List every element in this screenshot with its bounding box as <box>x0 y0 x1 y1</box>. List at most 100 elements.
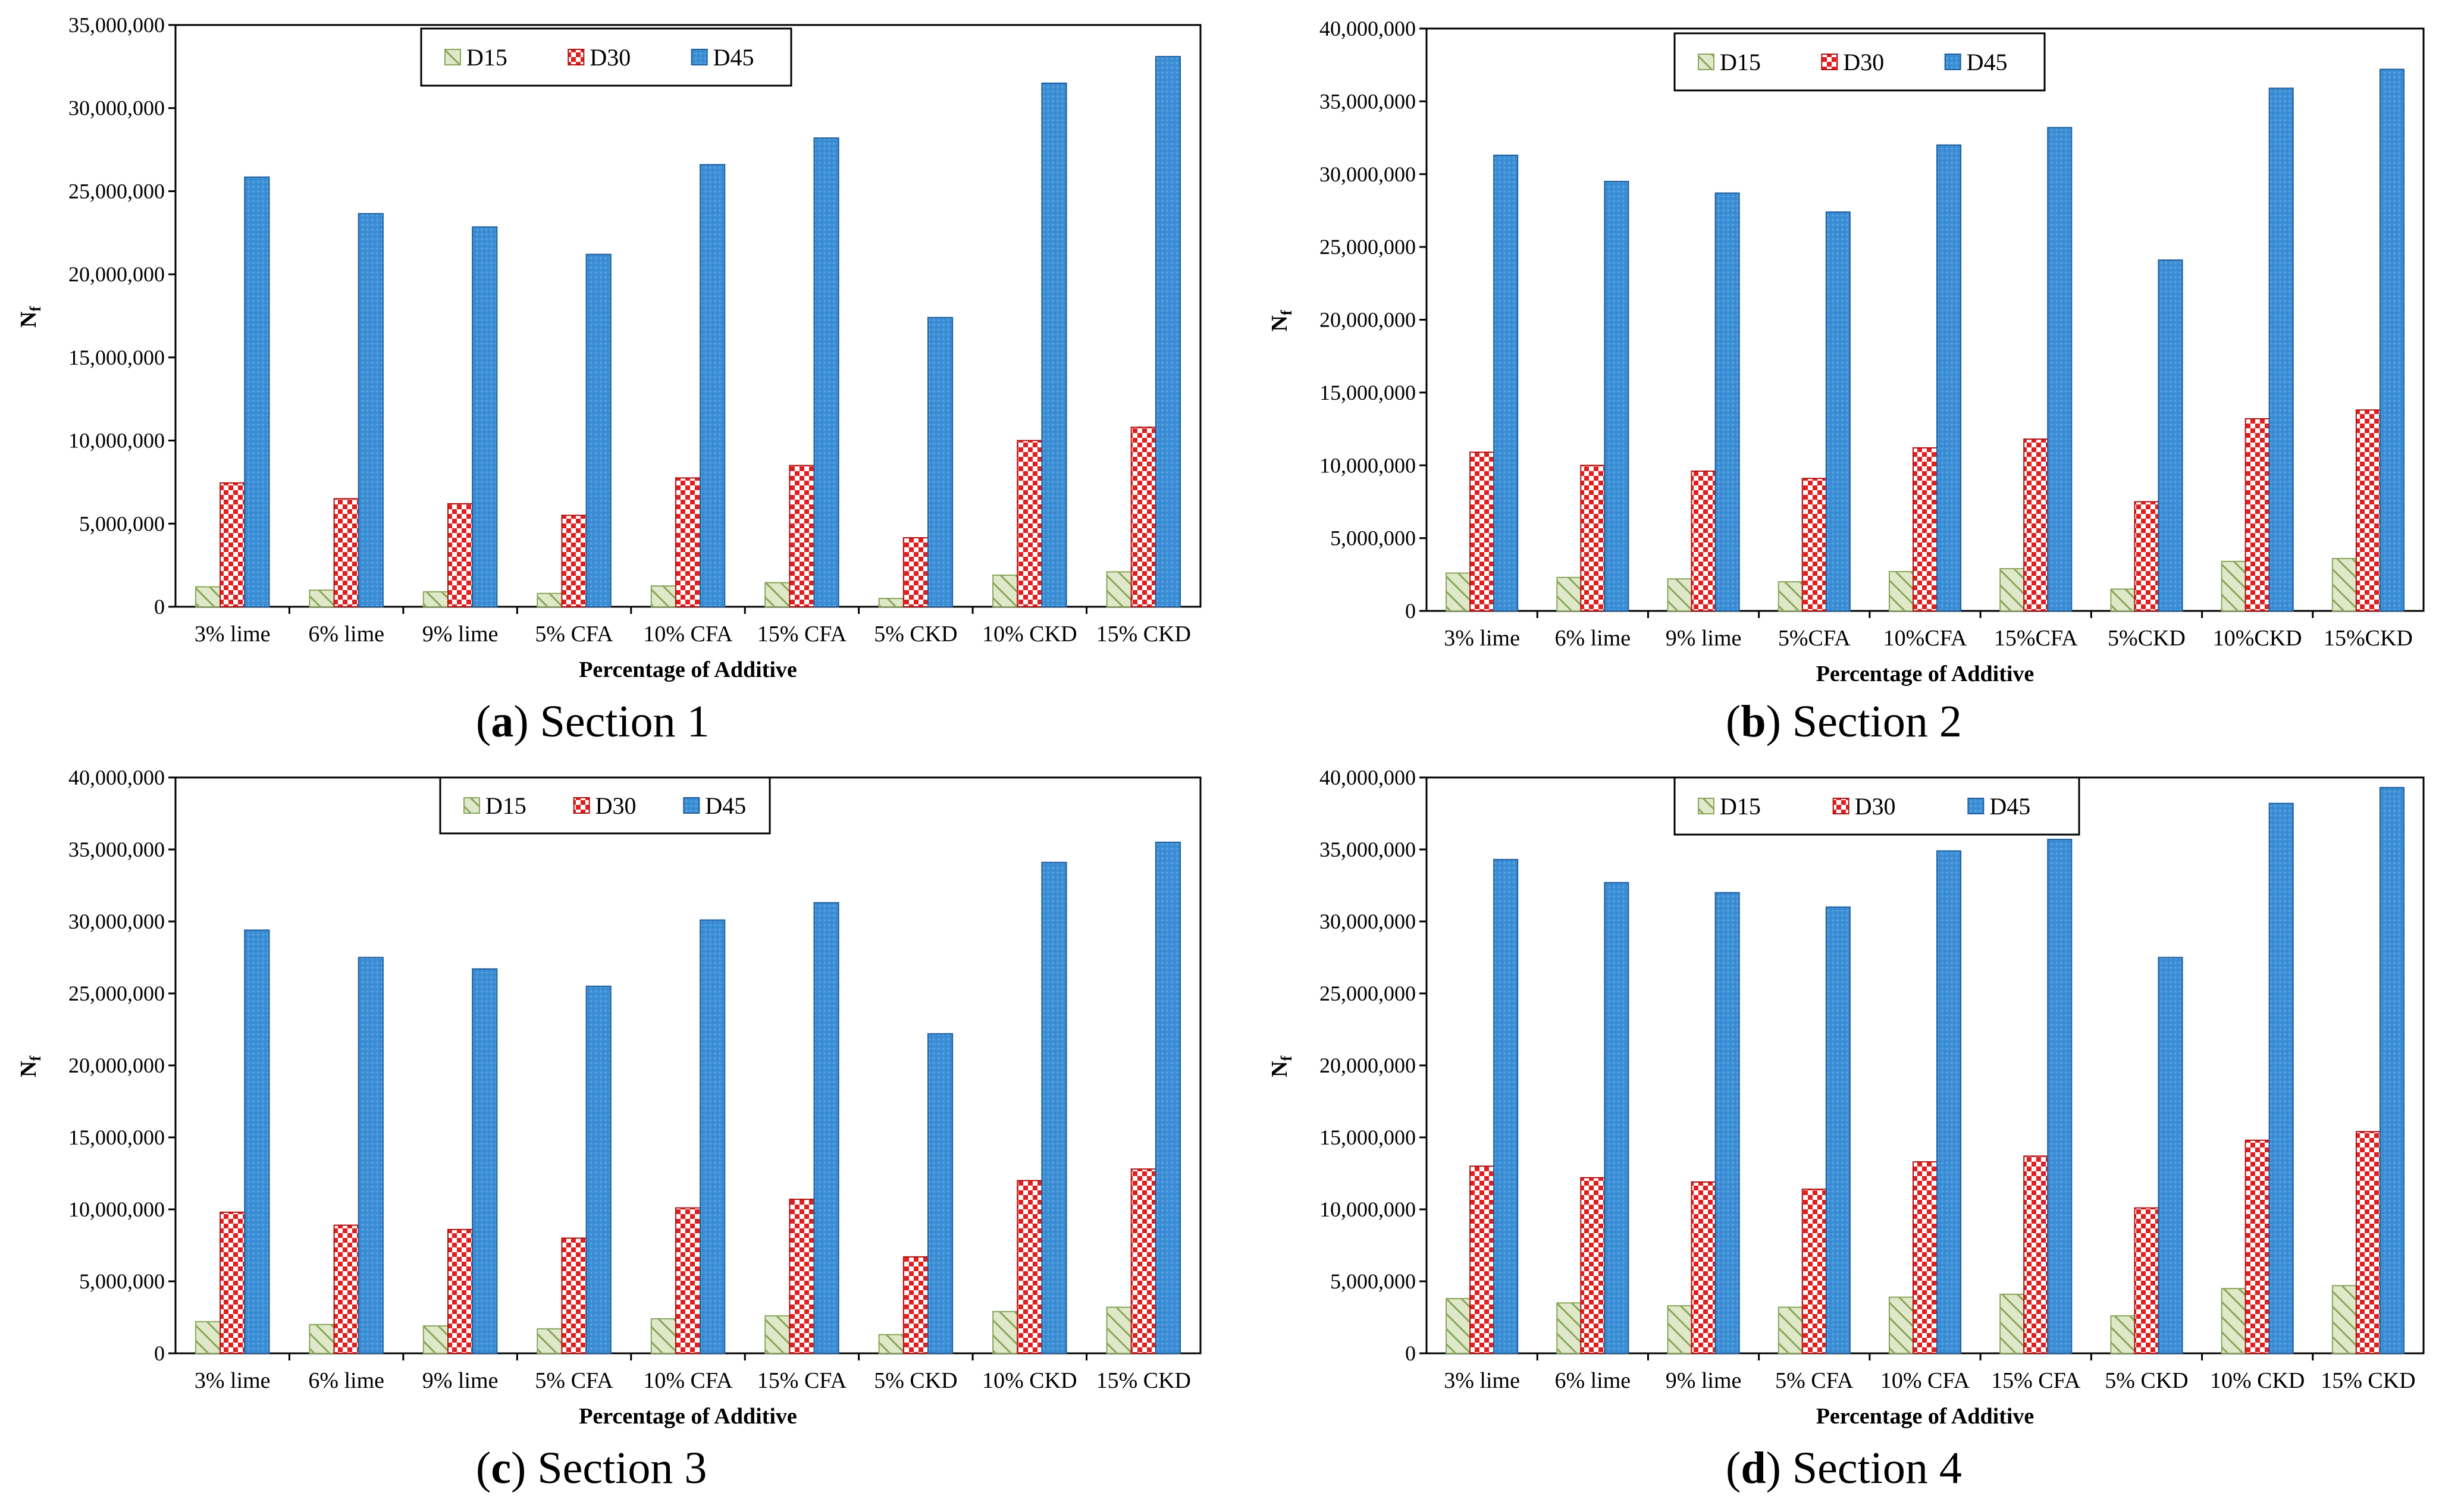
bar-d45 <box>1825 211 1851 612</box>
chart-caption-section-4: (d) Section 4 <box>1726 1443 1962 1493</box>
x-tick-label: 9% lime <box>1666 626 1742 651</box>
bar-d45 <box>585 985 612 1354</box>
y-tick-label: 20,000,000 <box>68 1054 165 1077</box>
y-tick-label: 5,000,000 <box>79 512 165 535</box>
x-tick-label: 15% CKD <box>1096 622 1191 647</box>
x-tick-label: 5% CKD <box>2105 1368 2188 1393</box>
bar-d15 <box>764 1315 791 1354</box>
y-tick-label: 10,000,000 <box>1319 453 1416 477</box>
bar-d15 <box>195 586 221 607</box>
bar-d45 <box>1604 180 1629 612</box>
chart-section-4: 0 5,000,000 10,000,000 15,000,000 20,000,000… <box>1267 766 2425 1429</box>
bar-d45 <box>1714 192 1740 612</box>
bar-d15 <box>878 598 904 607</box>
y-tick-label: 30,000,000 <box>1319 910 1416 933</box>
bar-d30 <box>2023 438 2049 612</box>
legend: D15 D30 D45 <box>420 27 792 87</box>
bar-d30 <box>1130 427 1156 608</box>
y-axis-title: Nf <box>1267 310 1295 331</box>
x-tick-label: 3% lime <box>195 1368 271 1393</box>
bar-d30 <box>789 1199 815 1354</box>
x-tick-label: 15% CFA <box>1991 1368 2081 1393</box>
y-tick-label: 15,000,000 <box>1319 1125 1416 1149</box>
bar-d15 <box>2221 560 2246 612</box>
y-tick-label: 0 <box>154 595 165 619</box>
bar-d15 <box>1778 1306 1803 1354</box>
legend-swatch-d45 <box>691 49 708 65</box>
legend-label-d45: D45 <box>705 792 746 819</box>
y-tick-label: 5,000,000 <box>1330 526 1416 550</box>
bar-d15 <box>537 1328 563 1354</box>
x-tick-label: 5%CFA <box>1778 626 1851 651</box>
bar-d45 <box>244 929 270 1354</box>
bar-d30 <box>902 1256 929 1354</box>
bar-d15 <box>2221 1288 2246 1354</box>
x-tick-label: 10% CFA <box>643 622 733 647</box>
legend-swatch-d45 <box>1967 798 1985 814</box>
y-tick-label: 30,000,000 <box>68 96 165 120</box>
x-tick-label: 10% CKD <box>2210 1368 2305 1393</box>
y-tick-label: 10,000,000 <box>68 1197 165 1221</box>
bar-d45 <box>1155 841 1181 1354</box>
bar-d45 <box>1493 858 1519 1354</box>
y-tick-label: 35,000,000 <box>68 13 165 37</box>
y-tick-label: 35,000,000 <box>1319 838 1416 861</box>
bar-d15 <box>878 1334 904 1354</box>
bar-d15 <box>992 574 1018 607</box>
bar-d15 <box>1106 571 1132 608</box>
y-tick-label: 5,000,000 <box>79 1269 165 1293</box>
bar-d15 <box>2110 588 2136 612</box>
bar-d45 <box>1493 154 1519 612</box>
legend-swatch-d30 <box>1821 54 1838 70</box>
bar-d15 <box>1556 576 1582 612</box>
bar-d15 <box>2331 557 2357 612</box>
y-tick-label: 25,000,000 <box>1319 982 1416 1005</box>
x-axis-title: Percentage of Additive <box>579 1404 797 1429</box>
bar-d30 <box>789 465 815 607</box>
bar-d45 <box>1825 906 1851 1354</box>
y-tick-label: 15,000,000 <box>68 1125 165 1149</box>
x-tick-label: 9% lime <box>422 622 499 647</box>
legend-swatch-d30 <box>1832 798 1849 814</box>
x-tick-label: 15% CFA <box>757 1368 847 1393</box>
x-tick-label: 10%CFA <box>1883 626 1967 651</box>
x-tick-label: 5% CKD <box>874 622 957 647</box>
bar-d30 <box>1801 478 1827 612</box>
x-tick-label: 5% CFA <box>1775 1368 1854 1393</box>
bar-d30 <box>1130 1168 1156 1354</box>
bar-d45 <box>700 164 726 608</box>
legend-label-d45: D45 <box>1989 793 2030 820</box>
x-tick-label: 15%CKD <box>2324 626 2413 651</box>
y-tick-label: 5,000,000 <box>1330 1269 1416 1293</box>
x-tick-label: 6% lime <box>308 622 384 647</box>
bar-d15 <box>650 585 676 607</box>
bar-d15 <box>764 582 791 607</box>
y-axis-title: Nf <box>1267 1056 1295 1077</box>
y-tick-label: 35,000,000 <box>68 838 165 861</box>
bar-d30 <box>1580 465 1606 612</box>
bar-d15 <box>1667 578 1692 612</box>
bar-d30 <box>2244 418 2270 612</box>
bar-d30 <box>220 482 246 608</box>
bar-d30 <box>1017 1180 1043 1354</box>
bar-d45 <box>472 226 498 607</box>
bar-d45 <box>244 176 270 608</box>
bar-d30 <box>447 503 474 607</box>
legend-box <box>1673 776 2080 836</box>
bar-d30 <box>333 498 359 607</box>
y-tick-label: 15,000,000 <box>68 346 165 369</box>
bar-d30 <box>2355 409 2381 612</box>
bar-d30 <box>1801 1189 1827 1354</box>
x-tick-label: 15% CFA <box>757 622 847 647</box>
y-axis-title: Nf <box>16 306 44 328</box>
legend-box <box>439 776 771 835</box>
bar-d30 <box>2023 1155 2049 1354</box>
y-tick-label: 10,000,000 <box>68 429 165 453</box>
bar-d15 <box>1667 1305 1692 1354</box>
bar-d30 <box>2244 1139 2270 1354</box>
y-tick-label: 40,000,000 <box>1319 766 1416 789</box>
bar-d45 <box>2268 87 2294 612</box>
y-tick-label: 30,000,000 <box>1319 162 1416 186</box>
bar-d15 <box>537 592 563 607</box>
bar-d15 <box>1446 572 1471 612</box>
